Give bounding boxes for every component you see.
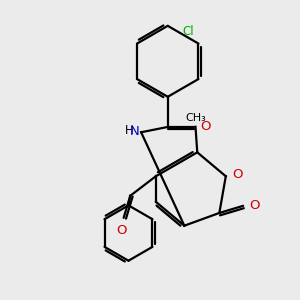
Text: O: O (232, 168, 243, 181)
Text: Cl: Cl (183, 25, 194, 38)
Text: CH₃: CH₃ (185, 112, 206, 122)
Text: O: O (117, 224, 127, 237)
Text: O: O (250, 199, 260, 212)
Text: H: H (124, 124, 133, 137)
Text: N: N (129, 125, 139, 138)
Text: O: O (201, 120, 211, 134)
